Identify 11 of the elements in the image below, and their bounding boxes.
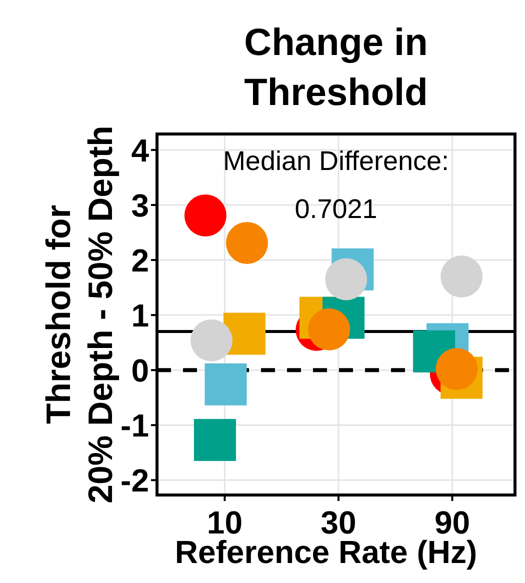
annotation: 0.7021	[294, 194, 378, 224]
y-tick-label: 4	[131, 132, 150, 168]
y-tick-label: 3	[131, 187, 149, 224]
y-tick-label: 0	[131, 352, 149, 388]
y-tick-label: 2	[131, 242, 149, 278]
y-axis-title: Threshold for 20% Depth - 50% Depth	[40, 126, 120, 504]
annotation: Median Difference:	[222, 146, 450, 176]
y-tick-label: -2	[120, 462, 149, 498]
chart-title: Change in Threshold	[244, 22, 428, 114]
y-tick-label: 1	[131, 297, 149, 334]
y-tick-label: -1	[120, 407, 149, 444]
